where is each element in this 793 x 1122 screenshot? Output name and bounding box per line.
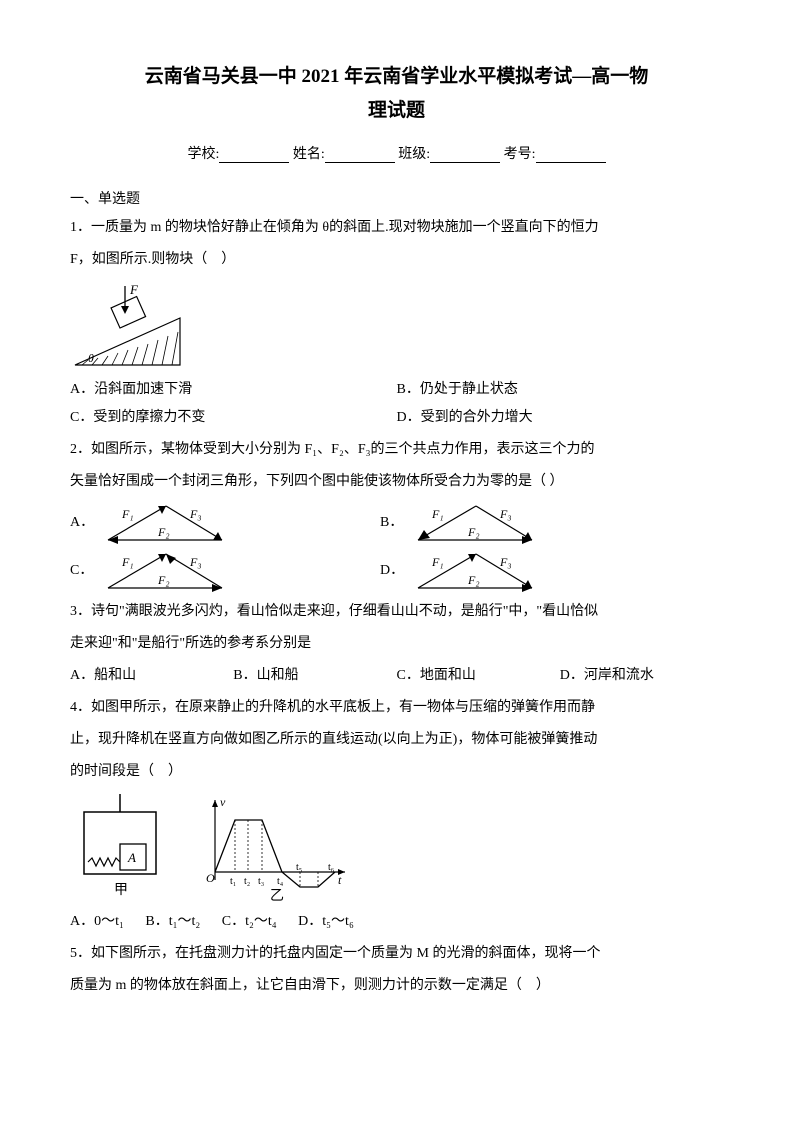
velocity-time-chart: v O t₁ t₂ t₃ t₄ t₅ (200, 792, 350, 902)
q5-line1: 5．如下图所示，在托盘测力计的托盘内固定一个质量为 M 的光滑的斜面体，现将一个 (70, 940, 723, 968)
class-blank[interactable] (430, 148, 500, 163)
q4-line3: 的时间段是（ ） (70, 758, 723, 786)
q4-opt-a[interactable]: A．0～t₁ (70, 914, 124, 929)
triangle-d-icon: F₁ F₃ F₂ (410, 548, 540, 594)
q3-opt-b[interactable]: B．山和船 (233, 662, 396, 690)
svg-text:F₃: F₃ (499, 555, 512, 569)
svg-text:F₂: F₂ (157, 573, 170, 587)
q1-line2: F，如图所示.则物块（ ） (70, 246, 723, 274)
svg-text:t₅: t₅ (296, 862, 302, 873)
q2-figure-b: F₁ F₃ F₂ (410, 500, 690, 546)
q1-opt-c[interactable]: C．受到的摩擦力不变 (70, 404, 397, 432)
elevator-diagram: A 甲 (70, 792, 170, 902)
name-label: 姓名: (293, 147, 325, 162)
q4-line2: 止，现升降机在竖直方向做如图乙所示的直线运动(以向上为正)，物体可能被弹簧推动 (70, 726, 723, 754)
q2-line2: 矢量恰好围成一个封闭三角形，下列四个图中能使该物体所受合力为零的是（ ） (70, 468, 723, 496)
school-blank[interactable] (219, 148, 289, 163)
q2-label-c[interactable]: C． (70, 560, 100, 582)
svg-text:F₃: F₃ (189, 507, 202, 521)
exam-title: 云南省马关县一中 2021 年云南省学业水平模拟考试—高一物 理试题 (70, 60, 723, 128)
svg-text:v: v (220, 795, 226, 809)
q2-row-cd: C． F₁ F₃ F₂ D． F₁ (70, 548, 723, 594)
q4-figure-left: A 甲 (70, 792, 170, 902)
q4-opt-b[interactable]: B．t₁～t₂ (145, 914, 200, 929)
svg-text:F₂: F₂ (467, 573, 480, 587)
q4-opt-c[interactable]: C．t₂～t₄ (222, 914, 277, 929)
q2-label-a[interactable]: A． (70, 512, 100, 534)
student-info-line: 学校: 姓名: 班级: 考号: (70, 143, 723, 163)
q1-opt-d[interactable]: D．受到的合外力增大 (397, 404, 724, 432)
q2-label-b[interactable]: B． (380, 512, 410, 534)
svg-text:F₁: F₁ (121, 507, 134, 521)
theta-label: θ (88, 351, 94, 365)
fig-left-caption: 甲 (114, 883, 128, 898)
svg-text:t₁: t₁ (230, 876, 236, 887)
q4-opt-d[interactable]: D．t₅～t₆ (298, 914, 354, 929)
q5-line2: 质量为 m 的物体放在斜面上，让它自由滑下，则测力计的示数一定满足（ ） (70, 972, 723, 1000)
svg-text:F₁: F₁ (431, 555, 444, 569)
triangle-b-icon: F₁ F₃ F₂ (410, 500, 540, 546)
svg-text:t₆: t₆ (328, 862, 335, 873)
examno-blank[interactable] (536, 148, 606, 163)
svg-text:A: A (127, 850, 136, 865)
q1-opt-a[interactable]: A．沿斜面加速下滑 (70, 376, 397, 404)
q2-figure-c: F₁ F₃ F₂ (100, 548, 380, 594)
exam-page: 云南省马关县一中 2021 年云南省学业水平模拟考试—高一物 理试题 学校: 姓… (0, 0, 793, 1044)
q4-options: A．0～t₁ B．t₁～t₂ C．t₂～t₄ D．t₅～t₆ (70, 908, 723, 936)
force-label: F (129, 282, 139, 297)
school-label: 学校: (187, 147, 219, 162)
q4-figures: A 甲 v O (70, 792, 723, 902)
q1-opt-b[interactable]: B．仍处于静止状态 (397, 376, 724, 404)
q3-line1: 3．诗句"满眼波光多闪灼，看山恰似走来迎，仔细看山山不动，是船行"中，"看山恰似 (70, 598, 723, 626)
fig-right-caption: 乙 (270, 888, 284, 902)
q1-options: A．沿斜面加速下滑 B．仍处于静止状态 C．受到的摩擦力不变 D．受到的合外力增… (70, 376, 723, 432)
class-label: 班级: (398, 147, 430, 162)
svg-text:F₂: F₂ (157, 525, 170, 539)
q1-line1: 1．一质量为 m 的物块恰好静止在倾角为 θ的斜面上.现对物块施加一个竖直向下的… (70, 214, 723, 242)
svg-text:O: O (206, 871, 215, 885)
svg-text:t₂: t₂ (244, 876, 250, 887)
q3-line2: 走来迎"和"是船行"所选的参考系分别是 (70, 630, 723, 658)
q2-figure-d: F₁ F₃ F₂ (410, 548, 690, 594)
svg-text:F₁: F₁ (121, 555, 134, 569)
triangle-a-icon: F₁ F₃ F₂ (100, 500, 230, 546)
q2-row-ab: A． F₁ F₃ F₂ B． F₁ (70, 500, 723, 546)
title-line-2: 理试题 (70, 94, 723, 128)
title-line-1: 云南省马关县一中 2021 年云南省学业水平模拟考试—高一物 (70, 60, 723, 94)
q3-opt-c[interactable]: C．地面和山 (397, 662, 560, 690)
q3-opt-d[interactable]: D．河岸和流水 (560, 662, 723, 690)
svg-text:F₂: F₂ (467, 525, 480, 539)
name-blank[interactable] (325, 148, 395, 163)
svg-text:F₃: F₃ (499, 507, 512, 521)
examno-label: 考号: (504, 147, 536, 162)
q3-options: A．船和山 B．山和船 C．地面和山 D．河岸和流水 (70, 662, 723, 690)
svg-text:F₁: F₁ (431, 507, 444, 521)
q2-figure-a: F₁ F₃ F₂ (100, 500, 380, 546)
section-1-heading: 一、单选题 (70, 188, 723, 208)
svg-text:t₄: t₄ (277, 876, 284, 887)
svg-text:t: t (338, 873, 342, 887)
incline-block-diagram: F θ (70, 280, 185, 370)
q3-opt-a[interactable]: A．船和山 (70, 662, 233, 690)
q4-figure-right: v O t₁ t₂ t₃ t₄ t₅ (200, 792, 350, 902)
triangle-c-icon: F₁ F₃ F₂ (100, 548, 230, 594)
q2-line1: 2．如图所示，某物体受到大小分别为 F₁、F₂、F₃的三个共点力作用，表示这三个… (70, 436, 723, 464)
svg-text:t₃: t₃ (258, 876, 264, 887)
q4-line1: 4．如图甲所示，在原来静止的升降机的水平底板上，有一物体与压缩的弹簧作用而静 (70, 694, 723, 722)
q1-figure: F θ (70, 280, 723, 370)
q2-label-d[interactable]: D． (380, 560, 410, 582)
svg-text:F₃: F₃ (189, 555, 202, 569)
